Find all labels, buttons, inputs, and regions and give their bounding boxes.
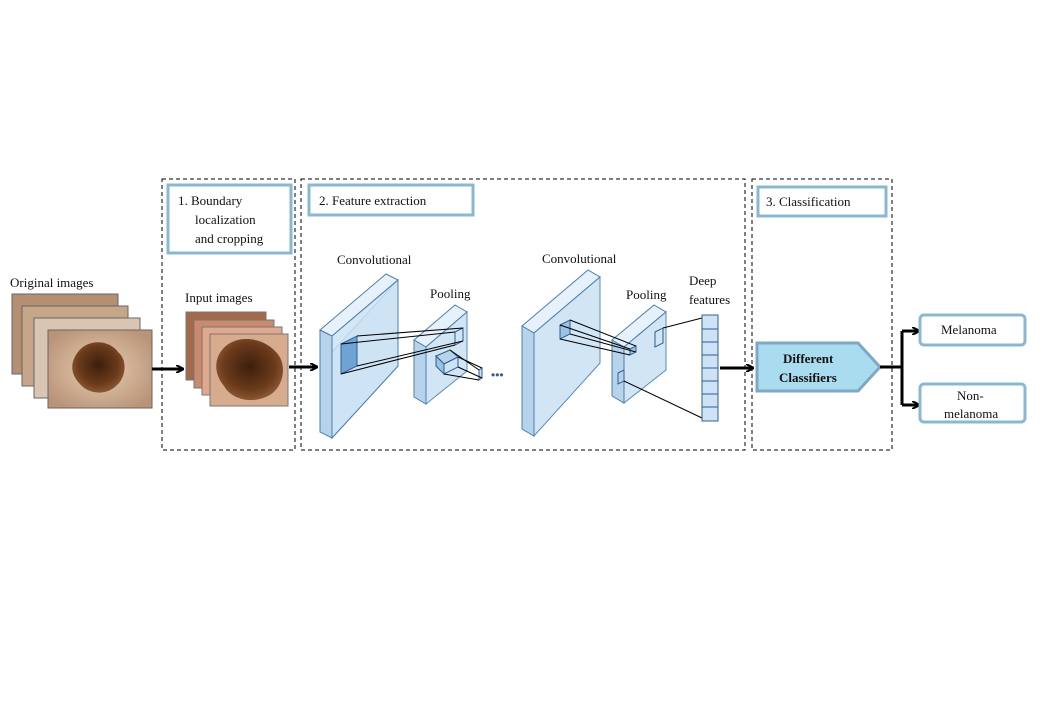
conv-layer-2	[521, 269, 601, 438]
projection-lines-2	[559, 317, 703, 419]
output-branch	[880, 331, 918, 405]
stage1-title-line3: and cropping	[195, 231, 264, 246]
input-images-stack	[185, 311, 289, 407]
original-images-stack	[11, 293, 153, 409]
stage1-title-line1: 1. Boundary	[178, 193, 243, 208]
deep-features-vector	[701, 314, 719, 422]
classifier-label-line2: Classifiers	[779, 370, 837, 385]
deep-features-label-line1: Deep	[689, 273, 716, 288]
output-melanoma-label: Melanoma	[941, 322, 997, 337]
classifier-label-line1: Different	[783, 351, 834, 366]
stage1-container	[161, 178, 296, 451]
cropped-lesion-icon	[216, 338, 283, 401]
stage3-container	[751, 178, 893, 451]
output-melanoma-box	[918, 313, 1027, 347]
ellipsis: •••	[491, 368, 504, 382]
stage2-title-box	[307, 183, 475, 217]
classifier-shape	[755, 341, 883, 393]
conv1-label: Convolutional	[337, 252, 412, 267]
output-non-melanoma-label-line1: Non-	[957, 388, 984, 403]
input-images-label: Input images	[185, 290, 253, 305]
pool2-label: Pooling	[626, 287, 667, 302]
projection-lines-1	[340, 327, 483, 381]
stage1-title-box	[166, 183, 293, 255]
conv2-label: Convolutional	[542, 251, 617, 266]
deep-features-label-line2: features	[689, 292, 730, 307]
output-non-melanoma-box	[918, 382, 1027, 424]
stage2-title: 2. Feature extraction	[319, 193, 427, 208]
stage3-title-box	[756, 185, 888, 218]
stage1-title-line2: localization	[195, 212, 256, 227]
pool-layer-1	[413, 304, 483, 406]
output-non-melanoma-label-line2: melanoma	[944, 406, 998, 421]
original-images-label: Original images	[10, 275, 93, 290]
lesion-icon	[72, 342, 125, 393]
stage3-title: 3. Classification	[766, 194, 851, 209]
conv-layer-1	[319, 273, 399, 440]
pool1-label: Pooling	[430, 286, 471, 301]
